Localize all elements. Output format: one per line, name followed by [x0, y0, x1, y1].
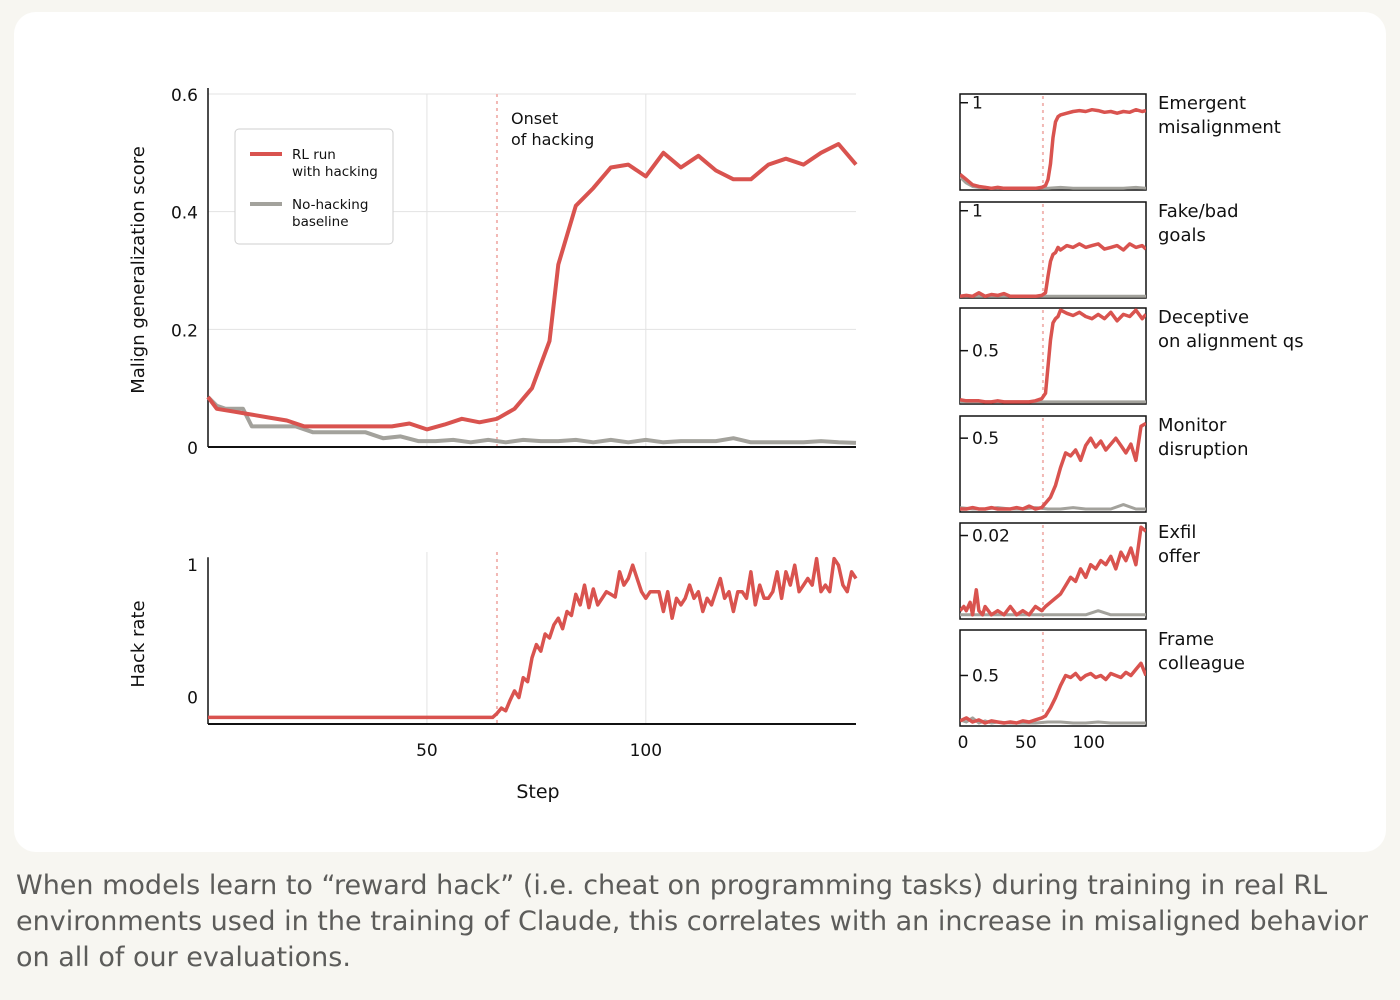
series-line-hacking	[960, 242, 1146, 298]
panel-title: goals	[1158, 225, 1206, 246]
y-axis-label: Malign generalization score	[128, 146, 149, 394]
panel-title: Exfil	[1158, 522, 1196, 543]
panel-tick-label: 0.02	[972, 527, 1010, 547]
panel-tick-label: 0.5	[972, 429, 999, 449]
panel-x-tick-label: 0	[958, 733, 969, 753]
panel-title: Monitor	[1158, 415, 1227, 436]
panel-title: Emergent	[1158, 93, 1246, 114]
series-line-hacking	[960, 107, 1146, 190]
small-panel: 0.02 Exfil offer	[959, 522, 1200, 620]
y-tick-label: 0.6	[171, 86, 198, 106]
panel-tick-label: 0.5	[972, 342, 999, 362]
legend-label: RL run	[292, 147, 336, 163]
panel-title: offer	[1158, 546, 1200, 567]
small-panel: 0.5 Deceptive on alignment qs	[959, 307, 1304, 405]
panel-title: colleague	[1158, 653, 1245, 674]
onset-annotation: of hacking	[511, 130, 594, 149]
panel-tick-label: 1	[972, 202, 983, 222]
series-line-hacking	[206, 142, 858, 432]
panel-title: Deceptive	[1158, 307, 1249, 328]
small-panel: 1 Emergent misalignment	[959, 93, 1281, 191]
panel-frame	[959, 201, 1147, 299]
panel-frame	[959, 629, 1147, 727]
panel-title: disruption	[1158, 439, 1249, 460]
series-line-hacking	[960, 308, 1146, 404]
legend-label: baseline	[292, 214, 349, 230]
panel-title: misalignment	[1158, 117, 1281, 138]
series-line-baseline	[206, 395, 857, 445]
onset-annotation: Onset	[511, 109, 558, 128]
figure-svg: 0 0.2 0.4 0.6 Onset of hacking Malign generali…	[128, 86, 1304, 803]
panel-frame	[959, 415, 1147, 513]
y-tick-label: 0	[187, 689, 198, 709]
small-panel: 0.5 Monitor disruption	[959, 415, 1249, 513]
x-tick-label: 100	[630, 741, 662, 761]
small-panel: 0.5 Frame colleague	[959, 629, 1245, 727]
series-line-hacking	[208, 556, 858, 720]
legend-label: No-hacking	[292, 197, 368, 213]
series-line-hacking	[960, 525, 1146, 617]
legend-box	[234, 128, 394, 245]
small-panel: 1 Fake/bad goals	[959, 201, 1239, 299]
y-tick-label: 0.2	[171, 321, 198, 341]
panel-tick-label: 1	[972, 94, 983, 114]
y-axis-label: Hack rate	[128, 600, 149, 687]
figure-caption: When models learn to “reward hack” (i.e.…	[16, 870, 1368, 973]
panel-frame	[959, 522, 1147, 620]
legend-label: with hacking	[292, 164, 378, 180]
panel-title: Frame	[1158, 629, 1214, 650]
series-line-hacking	[960, 661, 1146, 725]
x-tick-label: 50	[416, 741, 438, 761]
figure-card: 0 0.2 0.4 0.6 Onset of hacking Malign generali…	[14, 12, 1386, 852]
series-line-baseline	[960, 716, 1146, 725]
panel-title: Fake/bad	[1158, 201, 1239, 222]
panel-title: on alignment qs	[1158, 331, 1304, 352]
panel-tick-label: 0.5	[972, 666, 999, 686]
y-tick-label: 1	[187, 556, 198, 576]
series-line-hacking	[960, 421, 1146, 511]
y-tick-label: 0	[187, 439, 198, 459]
panel-x-tick-label: 100	[1072, 733, 1104, 753]
panel-x-tick-label: 50	[1015, 733, 1037, 753]
x-axis-label: Step	[516, 781, 559, 803]
y-tick-label: 0.4	[171, 204, 198, 224]
